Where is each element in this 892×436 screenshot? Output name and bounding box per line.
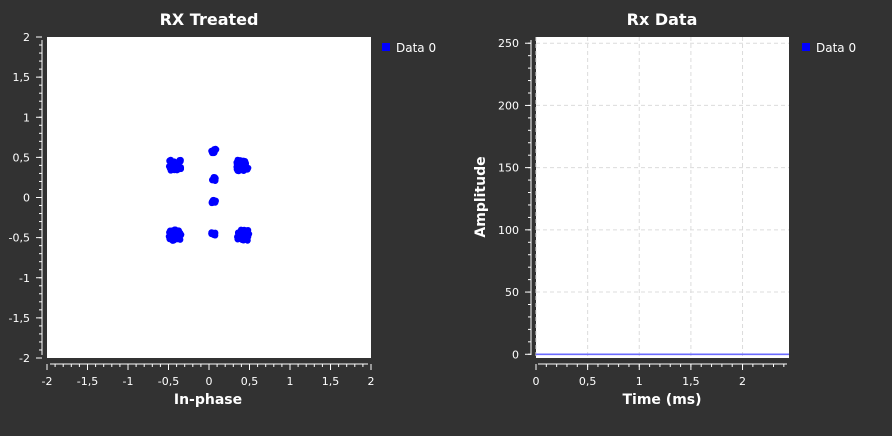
x-tick-label: -1,5 bbox=[77, 375, 98, 388]
rx-data-title: Rx Data bbox=[627, 10, 698, 29]
constellation-point bbox=[233, 161, 241, 168]
rx-data-legend[interactable]: Data 0 bbox=[802, 41, 856, 55]
y-tick-label: 200 bbox=[498, 99, 519, 112]
constellation-point bbox=[174, 160, 182, 168]
y-tick-label: -2 bbox=[19, 352, 30, 365]
rx-treated-chart: RX Treated 2 1,5 1 0,5 0 -0,5 -1 -1,5 -2 -2 -1,5 -1… bbox=[9, 10, 437, 408]
y-tick-label: 250 bbox=[498, 37, 519, 50]
y-tick-label: -1,5 bbox=[9, 312, 30, 325]
rx-treated-title: RX Treated bbox=[160, 10, 259, 29]
y-tick-label: 0 bbox=[23, 192, 30, 205]
x-tick-label: -2 bbox=[42, 375, 53, 388]
constellation-point bbox=[237, 226, 245, 234]
constellation-point bbox=[243, 230, 251, 238]
constellation-point bbox=[239, 163, 246, 170]
rx-treated-points bbox=[165, 145, 253, 244]
y-tick-label: 150 bbox=[498, 162, 519, 175]
constellation-point bbox=[208, 229, 215, 236]
rx-data-plot-area[interactable] bbox=[536, 37, 789, 358]
constellation-point bbox=[210, 196, 217, 204]
x-tick-label: -1 bbox=[123, 375, 134, 388]
x-tick-label: 0 bbox=[206, 375, 213, 388]
y-tick-label: -0,5 bbox=[9, 232, 30, 245]
rx-treated-axes: 2 1,5 1 0,5 0 -0,5 -1 -1,5 -2 -2 -1,5 -1 -0,5 0 0,5 1 1,… bbox=[9, 31, 375, 388]
rx-data-xlabel: Time (ms) bbox=[622, 392, 701, 408]
legend-label: Data 0 bbox=[396, 41, 436, 55]
y-tick-label: 0 bbox=[512, 348, 519, 361]
constellation-point bbox=[168, 165, 176, 172]
y-tick-label: 0,5 bbox=[13, 151, 31, 164]
x-tick-label: 1,5 bbox=[322, 375, 340, 388]
rx-treated-xlabel: In-phase bbox=[174, 392, 242, 408]
legend-swatch bbox=[382, 43, 390, 51]
constellation-point bbox=[211, 146, 218, 153]
constellation-point bbox=[168, 159, 176, 166]
x-tick-label: -0,5 bbox=[158, 375, 179, 388]
x-tick-label: 2 bbox=[739, 375, 746, 388]
y-tick-label: 50 bbox=[505, 286, 519, 299]
constellation-point bbox=[176, 236, 184, 243]
legend-label: Data 0 bbox=[816, 41, 856, 55]
y-tick-label: 1 bbox=[23, 111, 30, 124]
y-tick-label: 1,5 bbox=[13, 71, 31, 84]
constellation-point bbox=[236, 231, 243, 239]
x-tick-label: 1 bbox=[287, 375, 294, 388]
x-tick-label: 0,5 bbox=[579, 375, 597, 388]
legend-swatch bbox=[802, 43, 810, 51]
constellation-point bbox=[166, 229, 173, 236]
constellation-point bbox=[240, 235, 248, 242]
x-tick-label: 2 bbox=[368, 375, 375, 388]
constellation-point bbox=[240, 157, 247, 165]
constellation-point bbox=[170, 237, 177, 244]
rx-data-ylabel: Amplitude bbox=[473, 156, 489, 237]
y-tick-label: 2 bbox=[23, 31, 30, 44]
x-tick-label: 0,5 bbox=[241, 375, 259, 388]
rx-treated-plot-area[interactable] bbox=[47, 37, 371, 358]
constellation-point bbox=[174, 166, 182, 173]
constellation-point bbox=[176, 231, 184, 238]
rx-treated-legend[interactable]: Data 0 bbox=[382, 41, 436, 55]
x-tick-label: 1,5 bbox=[682, 375, 700, 388]
x-tick-label: 0 bbox=[533, 375, 540, 388]
y-tick-label: 100 bbox=[498, 224, 519, 237]
constellation-point bbox=[209, 176, 216, 183]
y-tick-label: -1 bbox=[19, 272, 30, 285]
x-tick-label: 1 bbox=[636, 375, 643, 388]
rx-data-chart: Rx Data 250 200 150 100 50 0 0 0,5 1 1,5 2 Time (m… bbox=[473, 10, 856, 408]
